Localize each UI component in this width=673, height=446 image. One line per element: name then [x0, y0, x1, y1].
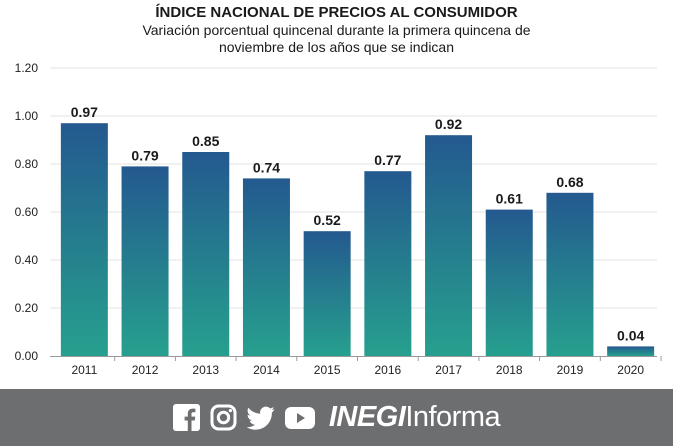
bar-2015	[303, 231, 351, 356]
inegi-informa-logo: INEGIInforma	[328, 401, 501, 434]
y-tick-label: 0.60	[15, 205, 39, 219]
y-tick-label: 0.20	[15, 301, 39, 315]
bar-2018	[485, 209, 533, 356]
bar-chart: 0.00 0.20 0.40 0.60 0.80 1.00 1.20 0.97 0.79 0.8…	[15, 61, 662, 377]
y-axis: 0.00 0.20 0.40 0.60 0.80 1.00 1.20	[15, 61, 39, 363]
x-tick-label: 2011	[71, 363, 97, 377]
bar-2019	[546, 192, 594, 356]
x-tick-label: 2015	[314, 363, 341, 377]
bar-2011	[60, 123, 108, 356]
brand-bold: INEGI	[328, 401, 406, 433]
bar-value-label: 0.97	[71, 104, 98, 120]
x-tick-label: 2020	[617, 363, 644, 377]
y-tick-label: 1.20	[15, 61, 39, 75]
bar-value-label: 0.85	[192, 133, 219, 149]
bar-2012	[121, 166, 169, 356]
bar-value-label: 0.92	[435, 116, 462, 132]
chart-title-block: ÍNDICE NACIONAL DE PRECIOS AL CONSUMIDOR…	[0, 4, 673, 56]
footer-bar: INEGIInforma	[0, 389, 673, 446]
bar-2013	[182, 152, 230, 356]
bars: 0.97 0.79 0.85 0.74 0.52 0.77 0.92 0.61 0.68 0.04	[60, 104, 655, 356]
youtube-icon[interactable]	[284, 406, 315, 429]
bar-value-label: 0.74	[253, 159, 280, 175]
x-tick-label: 2013	[192, 363, 219, 377]
y-tick-label: 1.00	[15, 109, 39, 123]
chart-subtitle-line-2: noviembre de los años que se indican	[218, 39, 455, 55]
x-tick-label: 2014	[253, 363, 280, 377]
x-tick-label: 2016	[374, 363, 401, 377]
facebook-icon[interactable]	[172, 404, 200, 431]
x-tick-label: 2018	[496, 363, 523, 377]
bar-value-label: 0.04	[617, 327, 644, 343]
bar-value-label: 0.52	[314, 212, 341, 228]
x-axis: 2011 2012 2013 2014 2015 2016 2017 2018 2019 2020	[50, 356, 662, 377]
bar-value-label: 0.61	[496, 191, 523, 207]
social-links	[172, 404, 315, 431]
bar-2014	[242, 178, 290, 356]
chart-title: ÍNDICE NACIONAL DE PRECIOS AL CONSUMIDOR	[155, 4, 518, 21]
brand-light: Informa	[405, 401, 501, 433]
chart-subtitle-line-1: Variación porcentual quincenal durante l…	[142, 22, 531, 38]
x-tick-label: 2012	[132, 363, 159, 377]
bar-2016	[364, 171, 412, 356]
twitter-icon[interactable]	[246, 406, 275, 430]
bar-value-label: 0.77	[374, 152, 401, 168]
x-tick-label: 2019	[557, 363, 584, 377]
bar-value-label: 0.68	[556, 174, 583, 190]
y-tick-label: 0.40	[15, 253, 39, 267]
y-tick-label: 0.80	[15, 157, 39, 171]
y-tick-label: 0.00	[15, 349, 39, 363]
instagram-icon[interactable]	[210, 404, 237, 431]
bar-value-label: 0.79	[131, 147, 158, 163]
bar-2020	[607, 346, 655, 356]
x-tick-label: 2017	[435, 363, 462, 377]
bar-2017	[425, 135, 473, 356]
